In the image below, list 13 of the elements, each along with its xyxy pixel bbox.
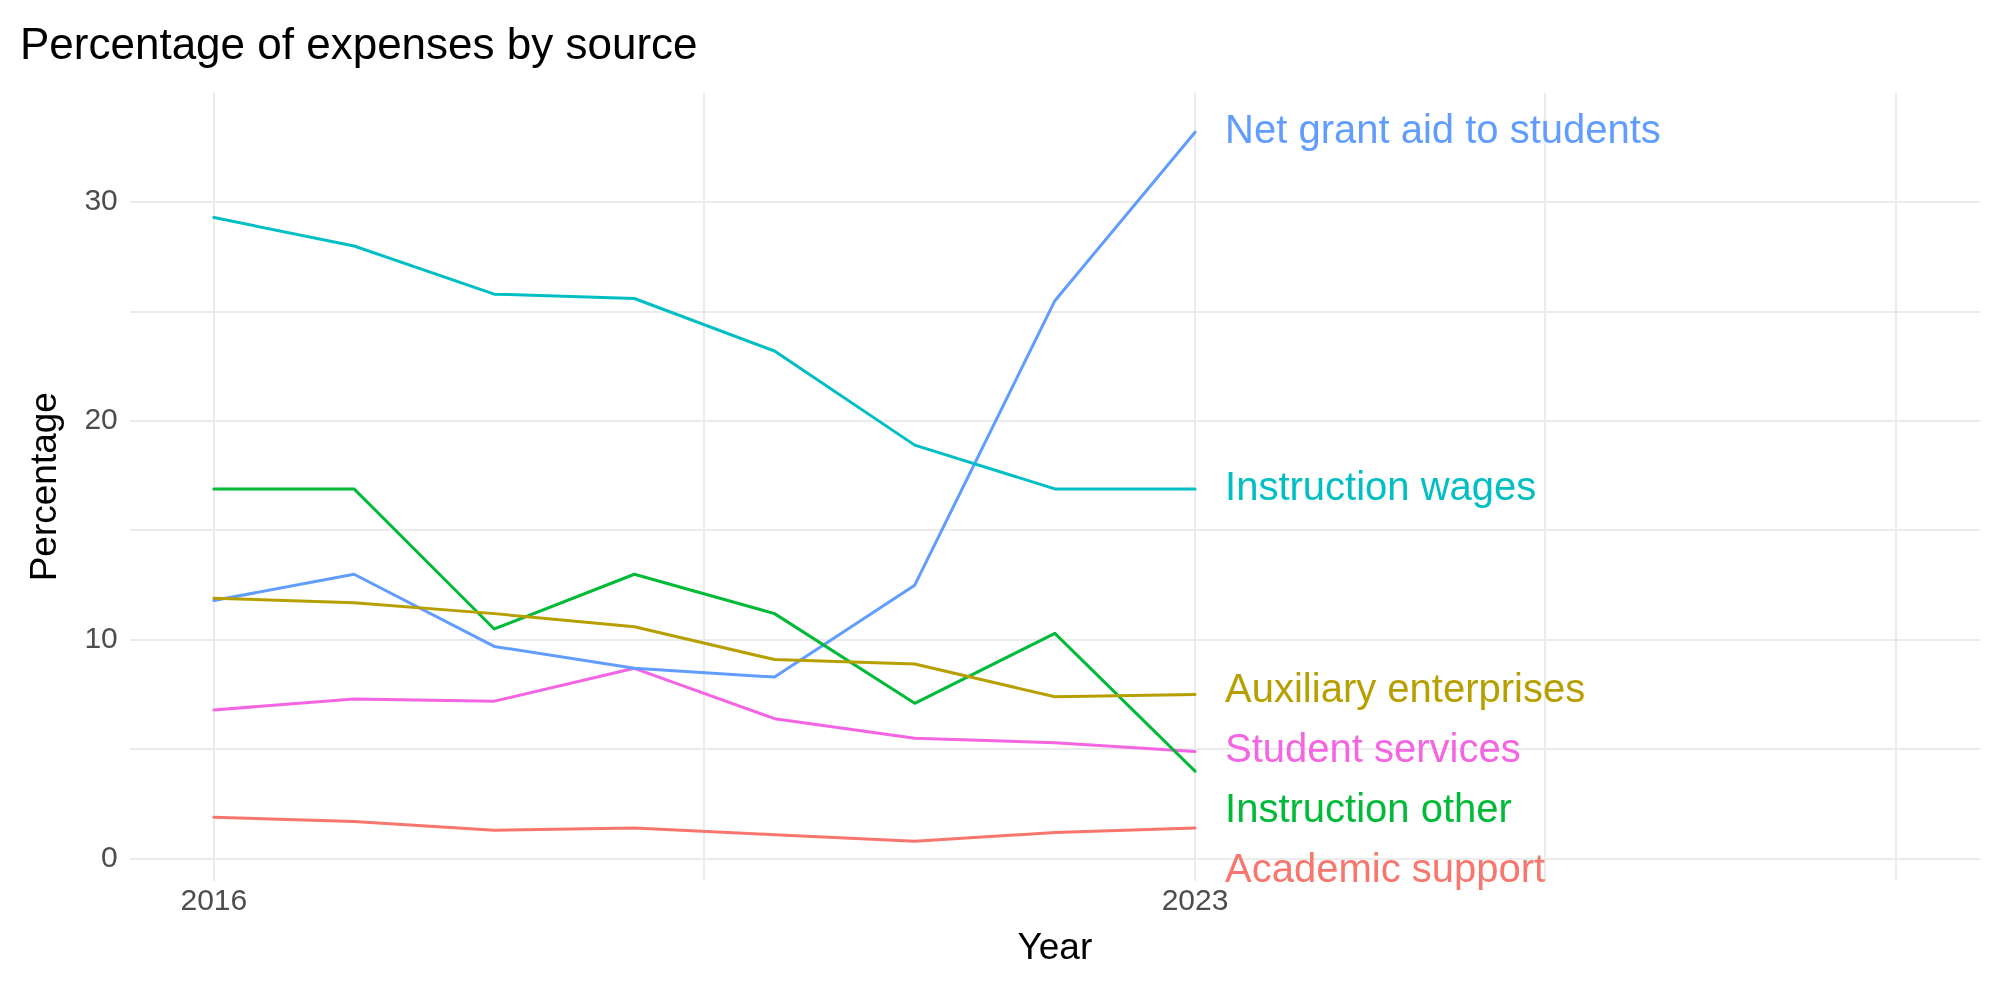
y-tick-label: 10 xyxy=(84,621,118,655)
y-tick-label: 20 xyxy=(84,402,118,436)
series-label: Instruction other xyxy=(1225,785,1512,830)
series-label: Instruction wages xyxy=(1225,463,1537,508)
series-label: Student services xyxy=(1225,725,1521,770)
y-tick-label: 0 xyxy=(101,839,118,873)
series-label: Auxiliary enterprises xyxy=(1225,665,1586,710)
series-label: Net grant aid to students xyxy=(1225,107,1661,152)
x-tick-label: 2016 xyxy=(180,882,248,916)
x-axis-title: Year xyxy=(1017,926,1093,967)
chart-title: Percentage of expenses by source xyxy=(20,18,698,68)
y-tick-label: 30 xyxy=(84,183,118,217)
y-axis-title: Percentage xyxy=(23,392,65,582)
